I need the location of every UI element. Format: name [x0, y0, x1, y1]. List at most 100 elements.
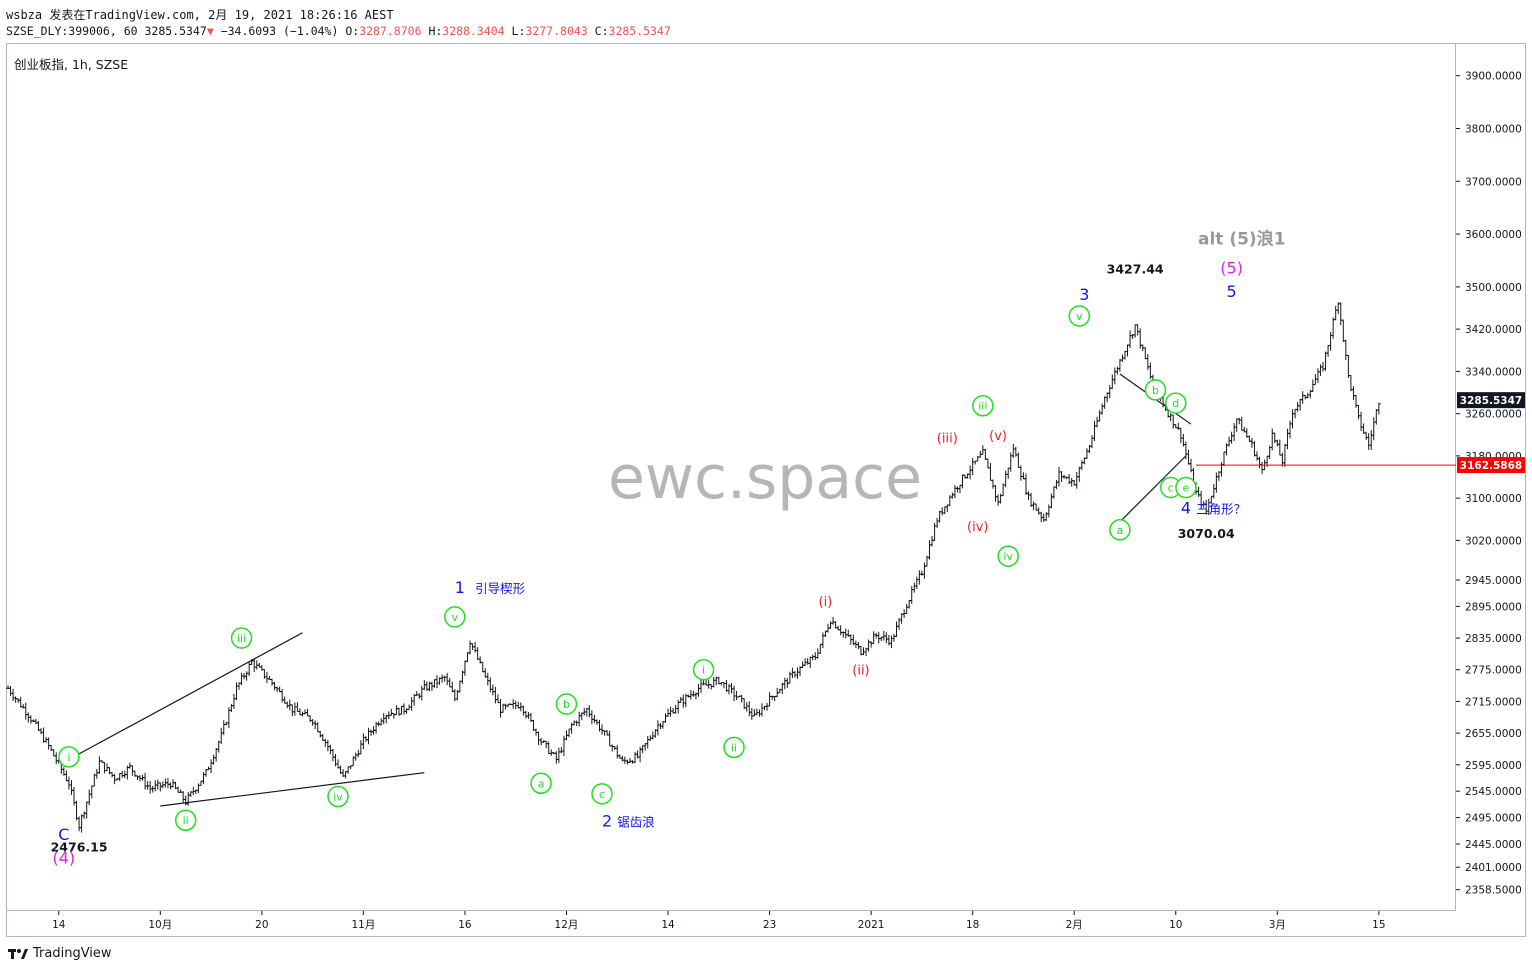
price-marker-label: 3162.5868 — [1460, 460, 1522, 472]
tradingview-logo-icon — [8, 948, 28, 959]
x-tick-label: 3月 — [1269, 919, 1286, 931]
wave-label: iv — [333, 790, 343, 803]
y-tick-label: 2775.0000 — [1465, 665, 1522, 677]
y-tick-label: 3420.0000 — [1465, 324, 1522, 336]
wave-circle — [1165, 392, 1187, 414]
price-extreme-label: 2476.15 — [51, 840, 108, 855]
wave-circle — [692, 658, 715, 681]
close-label: C: — [594, 24, 609, 38]
x-tick-label: 20 — [255, 919, 268, 931]
wave-label: (v) — [989, 429, 1007, 444]
price-markers: 3285.5347 3162.5868 — [1196, 392, 1525, 474]
wave-labels: iiiiiiivvabciiiiiiivvabcde(i)(ii)(iii)(i… — [51, 228, 1286, 867]
price-extreme-label: 3427.44 — [1107, 261, 1164, 276]
annotation-text: 锯齿浪 — [617, 814, 655, 829]
wave-label: 4 — [1181, 499, 1191, 518]
wave-label: (iii) — [937, 431, 958, 446]
open-label: O: — [345, 24, 360, 38]
low-value: 3277.8043 — [525, 24, 588, 38]
wave-label: (5) — [1220, 258, 1243, 277]
wave-label: v — [1076, 310, 1083, 323]
wave-label: d — [1172, 397, 1179, 410]
annotation-text: 引导楔形 — [475, 581, 526, 596]
price-axis[interactable] — [1456, 43, 1526, 911]
trendlines — [63, 373, 1192, 807]
trendline[interactable] — [1119, 455, 1187, 523]
x-tick-label: 2021 — [858, 919, 885, 931]
trendline[interactable] — [160, 772, 425, 807]
wave-label: (4) — [53, 848, 76, 867]
time-axis-labels: 14 10月 20 11月 16 12月 14 23 2021 18 2月 10 3月 15 — [52, 911, 1386, 931]
wave-circle — [1144, 379, 1167, 401]
ohlc-line: SZSE_DLY:399006, 60 3285.5347▼ −34.6093 … — [6, 24, 671, 38]
y-tick-label: 2895.0000 — [1465, 601, 1522, 613]
y-tick-label: 3340.0000 — [1465, 366, 1522, 378]
wave-label: alt (5)浪1 — [1198, 228, 1286, 249]
price-marker-box — [1457, 392, 1525, 409]
wave-label: b — [1152, 384, 1159, 397]
wave-label: ii — [183, 814, 189, 827]
wave-label: iii — [978, 400, 987, 413]
x-tick-label: 15 — [1372, 919, 1385, 931]
y-tick-label: 2595.0000 — [1465, 760, 1522, 772]
wave-label: i — [702, 664, 705, 677]
wave-circle — [327, 785, 349, 808]
footer: TradingView — [8, 946, 112, 961]
price-marker-box — [1457, 457, 1525, 474]
wave-label: ii — [731, 741, 737, 754]
x-tick-label: 10月 — [148, 919, 172, 931]
y-tick-label: 2358.5000 — [1465, 885, 1522, 897]
trendline[interactable] — [63, 632, 303, 763]
symbol-title: 创业板指, 1h, SZSE — [14, 57, 129, 72]
wave-circle — [174, 809, 197, 831]
wave-label: 1 — [455, 578, 465, 597]
publish-info: wsbza 发表在TradingView.com, 2月 19, 2021 18… — [6, 8, 394, 22]
y-tick-label: 2715.0000 — [1465, 696, 1522, 708]
wave-label: i — [67, 751, 70, 764]
wave-circle — [997, 545, 1019, 567]
y-tick-label: 2655.0000 — [1465, 728, 1522, 740]
wave-circle — [1068, 305, 1091, 327]
wave-label: 3 — [1079, 285, 1089, 304]
wave-circle — [1109, 519, 1131, 541]
price-extreme-label: 3070.04 — [1178, 526, 1235, 541]
high-value: 3288.3404 — [442, 24, 505, 38]
wave-label: c — [1168, 482, 1174, 495]
x-tick-label: 12月 — [555, 919, 579, 931]
wave-label: (iv) — [967, 520, 988, 535]
x-tick-label: 14 — [661, 919, 675, 931]
wave-label: C — [58, 825, 69, 844]
wave-label: e — [1183, 482, 1190, 495]
price-change: −34.6093 (−1.04%) — [220, 24, 339, 38]
close-value: 3285.5347 — [608, 24, 671, 38]
watermark: ewc.space — [608, 443, 922, 513]
wave-circle — [555, 693, 578, 715]
wave-circle — [230, 627, 253, 649]
wave-label: v — [452, 611, 459, 624]
y-tick-label: 2401.0000 — [1465, 862, 1522, 874]
down-arrow-icon: ▼ — [206, 24, 214, 38]
wave-circle — [1175, 476, 1197, 499]
wave-circle — [723, 736, 745, 759]
y-tick-label: 3600.0000 — [1465, 229, 1522, 241]
y-tick-label: 2495.0000 — [1465, 813, 1522, 825]
wave-label: 2 — [602, 811, 612, 830]
y-tick-label: 2945.0000 — [1465, 575, 1522, 587]
y-tick-label: 3800.0000 — [1465, 123, 1522, 135]
y-tick-label: 2445.0000 — [1465, 839, 1522, 851]
wave-label: a — [538, 777, 545, 790]
x-tick-label: 10 — [1169, 919, 1182, 931]
time-axis[interactable] — [6, 911, 1526, 937]
wave-circle — [444, 606, 466, 628]
wave-label: b — [563, 698, 570, 711]
wave-label: iv — [1003, 550, 1013, 563]
wave-circle — [530, 772, 552, 795]
wave-label: c — [599, 788, 605, 801]
price-marker-label: 3285.5347 — [1460, 395, 1522, 407]
wave-label: (i) — [819, 595, 833, 610]
x-tick-label: 11月 — [351, 919, 375, 931]
y-tick-label: 2835.0000 — [1465, 633, 1522, 645]
chart-pane[interactable] — [6, 43, 1456, 911]
y-tick-label: 3260.0000 — [1465, 409, 1522, 421]
